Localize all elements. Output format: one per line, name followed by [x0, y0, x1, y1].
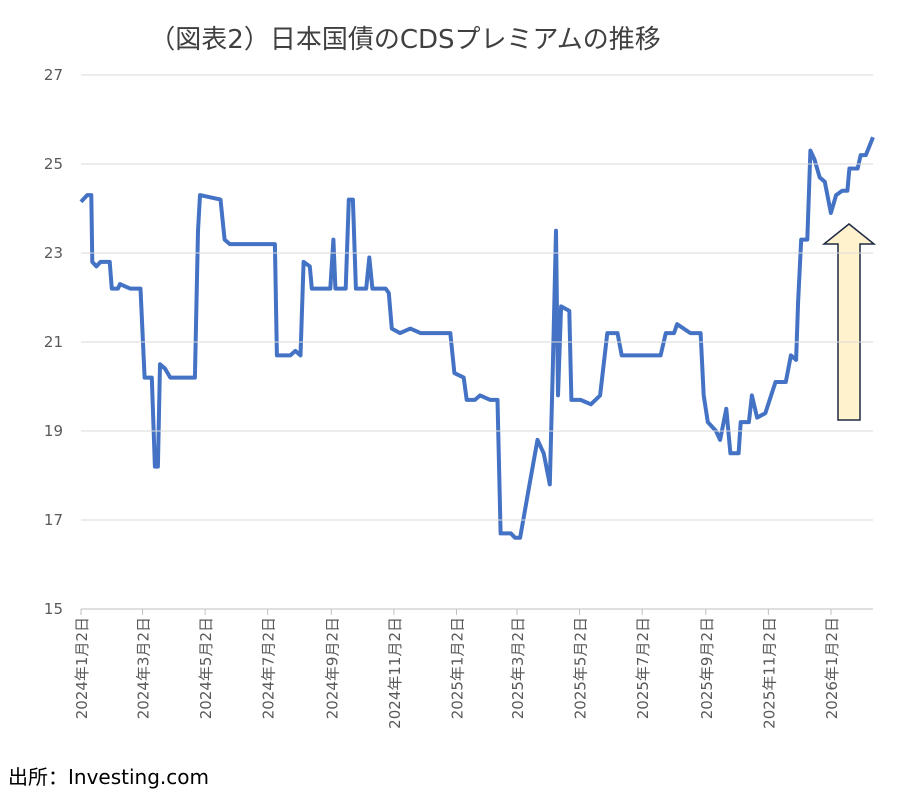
line-series [79, 136, 875, 540]
y-tick-label: 23 [44, 244, 63, 262]
x-tick-label: 2024年5月2日 [197, 617, 215, 719]
x-tick-label: 2024年9月2日 [323, 617, 341, 719]
x-tick-label: 2025年9月2日 [698, 617, 716, 719]
y-tick-label: 21 [44, 333, 63, 351]
x-tick-label: 2024年1月2日 [73, 617, 91, 719]
x-tick-label: 2025年1月2日 [448, 617, 466, 719]
arrow [821, 223, 877, 421]
chart-title: （図表2）日本国債のCDSプレミアムの推移 [149, 25, 660, 55]
x-tick-label: 2024年11月2日 [386, 617, 404, 729]
x-tick-label: 2026年1月2日 [823, 617, 841, 719]
y-tick-label: 17 [44, 511, 63, 529]
y-tick-label: 27 [44, 66, 63, 84]
source: 出所：Investing.com [8, 765, 209, 789]
y-tick-label: 15 [44, 600, 63, 618]
y-tick-label: 25 [44, 155, 63, 173]
x-tick-label: 2024年3月2日 [135, 617, 153, 719]
x-tick-label: 2025年3月2日 [509, 617, 527, 719]
x-tick-label: 2025年7月2日 [634, 617, 652, 719]
x-tick-label: 2025年11月2日 [760, 617, 778, 729]
x-tick-label: 2024年7月2日 [260, 617, 278, 719]
y-tick-label: 19 [44, 422, 63, 440]
x-tick-label: 2025年5月2日 [572, 617, 590, 719]
